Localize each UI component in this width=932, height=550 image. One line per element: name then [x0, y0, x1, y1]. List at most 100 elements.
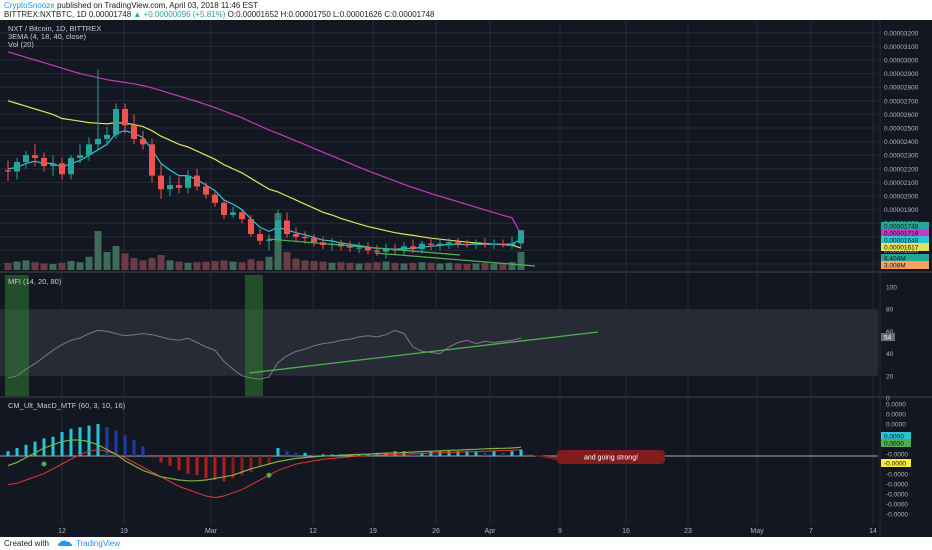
volume-bar — [148, 258, 156, 270]
macd-hist-bar — [501, 452, 505, 456]
x-tick-label: 9 — [558, 528, 562, 535]
volume-bar — [202, 261, 210, 270]
last-value-label: 3.008M — [884, 263, 906, 270]
macd-hist-bar — [276, 448, 280, 456]
candle-body — [428, 243, 434, 245]
macd-hist-bar — [357, 454, 361, 456]
last-value-tag: 0.00001718 — [881, 229, 929, 238]
macd-hist-bar — [186, 456, 190, 474]
macd-hist-bar — [303, 452, 307, 456]
x-tick-label: May — [750, 528, 764, 535]
price-tick-label: 0.00002800 — [884, 85, 919, 92]
cloud-logo-icon — [58, 540, 72, 546]
volume-bar — [364, 262, 372, 270]
candle-body — [41, 157, 47, 167]
volume-bar — [58, 262, 66, 270]
volume-bar — [283, 252, 291, 270]
x-tick-label: 23 — [684, 528, 692, 535]
volume-bar — [256, 261, 264, 270]
macd-hist-bar — [294, 452, 298, 456]
candle — [59, 157, 65, 180]
candle-body — [104, 134, 110, 139]
candle — [176, 176, 182, 194]
tradingview-brand[interactable]: TradingView — [76, 539, 121, 548]
candles — [5, 69, 524, 259]
author-link[interactable]: CryptoSnooze — [4, 1, 55, 10]
candle-body — [95, 138, 101, 145]
candle — [509, 236, 515, 250]
candle — [275, 209, 281, 244]
last-value-label: 0.0000 — [884, 441, 904, 448]
candle-body — [482, 243, 488, 245]
price-tick-label: 0.00002600 — [884, 112, 919, 119]
x-tick-label: Apr — [485, 528, 497, 535]
last-value-tag: 54 — [881, 333, 895, 342]
candle-body — [203, 186, 209, 195]
macd-hist-bar — [123, 435, 127, 456]
price-tick-label: 0.00001600 — [884, 248, 919, 255]
candle — [239, 209, 245, 224]
volume-bar — [94, 231, 102, 270]
mfi-trendline — [248, 331, 599, 374]
candle-body — [212, 194, 218, 203]
price-tick-label: 0.00002900 — [884, 71, 919, 78]
volume-bar — [499, 262, 507, 270]
volume-bar — [130, 258, 138, 270]
macd-hist-bar — [213, 456, 217, 480]
candle — [41, 152, 47, 172]
candle — [14, 157, 20, 180]
x-tick-label: 12 — [58, 528, 66, 535]
volume-bar — [463, 264, 471, 270]
candle-body — [185, 175, 191, 188]
candle-body — [365, 247, 371, 251]
macd-hist-bar — [492, 451, 496, 456]
candle-body — [230, 212, 236, 216]
x-tick-label: 7 — [809, 528, 813, 535]
x-tick-label: 14 — [869, 528, 877, 535]
price-tick-label: 0.00002000 — [884, 194, 919, 201]
candle-body — [437, 243, 443, 245]
candle — [77, 144, 83, 164]
support-trendline — [267, 238, 461, 256]
candle-body — [401, 246, 407, 251]
volume-bar — [103, 252, 111, 270]
volume-bar — [76, 262, 84, 270]
macd-hist-bar — [105, 427, 109, 456]
x-tick-label: 19 — [369, 528, 377, 535]
volume-bar — [112, 246, 120, 270]
candle-body — [194, 175, 200, 187]
candle-body — [23, 155, 29, 162]
macd-hist-bar — [141, 446, 145, 456]
macd-hist-bar — [393, 451, 397, 456]
mfi-tick-label: 20 — [886, 373, 894, 380]
volume-bar — [166, 260, 174, 270]
candle-body — [5, 170, 11, 172]
candle — [149, 138, 155, 183]
highlight-region — [245, 275, 263, 396]
chart-svg[interactable]: 12 19 Mar 12 19 26 Apr 9 16 23 May 7 140.000032000.0… — [0, 20, 932, 537]
ema-mid-line — [7, 100, 522, 249]
candle-body — [158, 175, 164, 190]
candle-body — [32, 155, 38, 158]
created-with-text: Created with — [4, 539, 49, 548]
candle — [50, 155, 56, 176]
candle-body — [464, 244, 470, 246]
volume-bar — [301, 260, 309, 270]
volume-bar — [40, 263, 48, 270]
x-tick-label: Mar — [205, 528, 218, 535]
chart-header: CryptoSnooze published on TradingView.co… — [0, 0, 932, 20]
candle-body — [473, 243, 479, 245]
candle — [140, 130, 146, 150]
macd-legend: CM_Ult_MacD_MTF (60, 3, 10, 16) — [8, 401, 126, 410]
candle — [5, 160, 11, 182]
volume-bar — [355, 263, 363, 270]
volume-bar — [292, 258, 300, 270]
volume-bar — [67, 261, 75, 270]
macd-hist-bar — [456, 451, 460, 456]
volume-bar — [22, 260, 30, 270]
macd-hist-bar — [249, 456, 253, 472]
chart-canvas[interactable]: 12 19 Mar 12 19 26 Apr 9 16 23 May 7 14 0.00003200 0.0… — [0, 20, 932, 537]
mfi-legend: MFI (14, 20, 80) — [8, 277, 62, 286]
candle — [473, 239, 479, 250]
candle — [482, 238, 488, 248]
